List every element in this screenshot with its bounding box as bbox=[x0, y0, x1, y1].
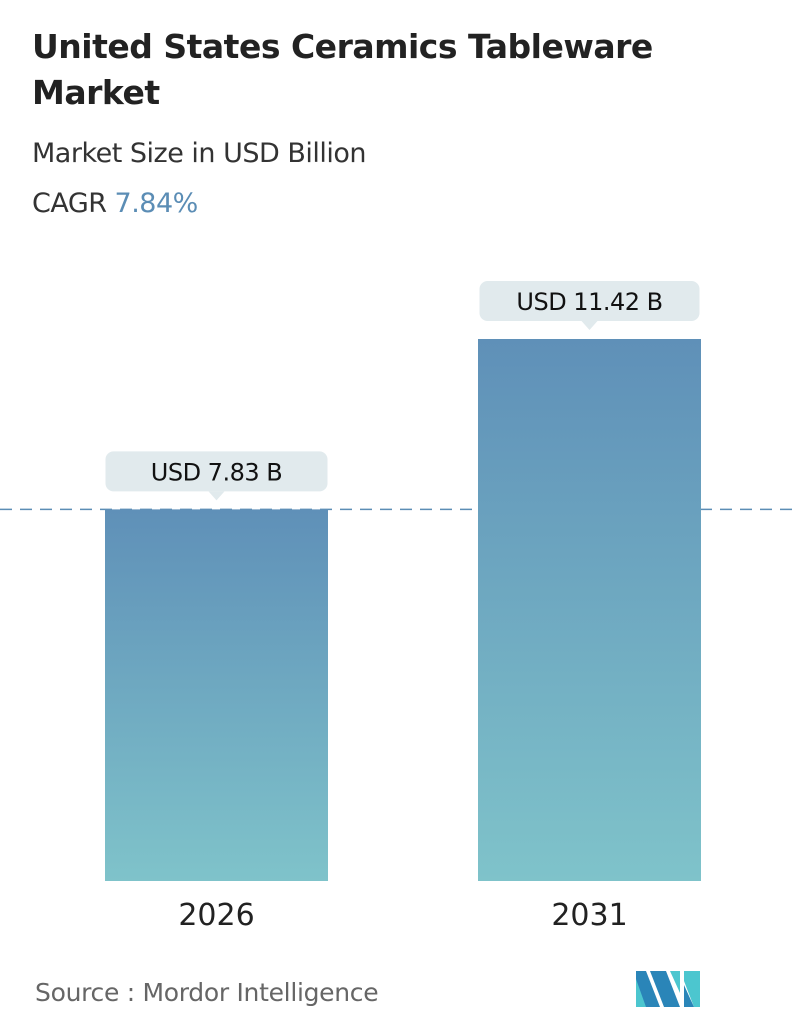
cagr-value: 7.84% bbox=[114, 188, 199, 219]
data-label-bubble bbox=[105, 451, 328, 492]
bar-2026 bbox=[105, 509, 328, 881]
mordor-intelligence-logo-icon bbox=[636, 971, 700, 1007]
data-label: USD 7.83 B bbox=[151, 458, 282, 486]
source-text: Source : Mordor Intelligence bbox=[35, 978, 379, 1007]
chart-title: United States Ceramics Tableware Market bbox=[32, 27, 653, 112]
cagr: CAGR 7.84% bbox=[32, 188, 198, 219]
chart-subtitle: Market Size in USD Billion bbox=[32, 138, 367, 169]
data-label-pointer bbox=[581, 321, 598, 330]
x-tick-label: 2031 bbox=[551, 898, 627, 933]
cagr-label: CAGR bbox=[32, 188, 107, 219]
data-label-bubble bbox=[479, 281, 700, 321]
x-tick-label: 2026 bbox=[178, 898, 254, 933]
bar-2031 bbox=[478, 339, 701, 881]
data-label-pointer bbox=[208, 491, 225, 501]
data-label: USD 11.42 B bbox=[516, 288, 662, 316]
